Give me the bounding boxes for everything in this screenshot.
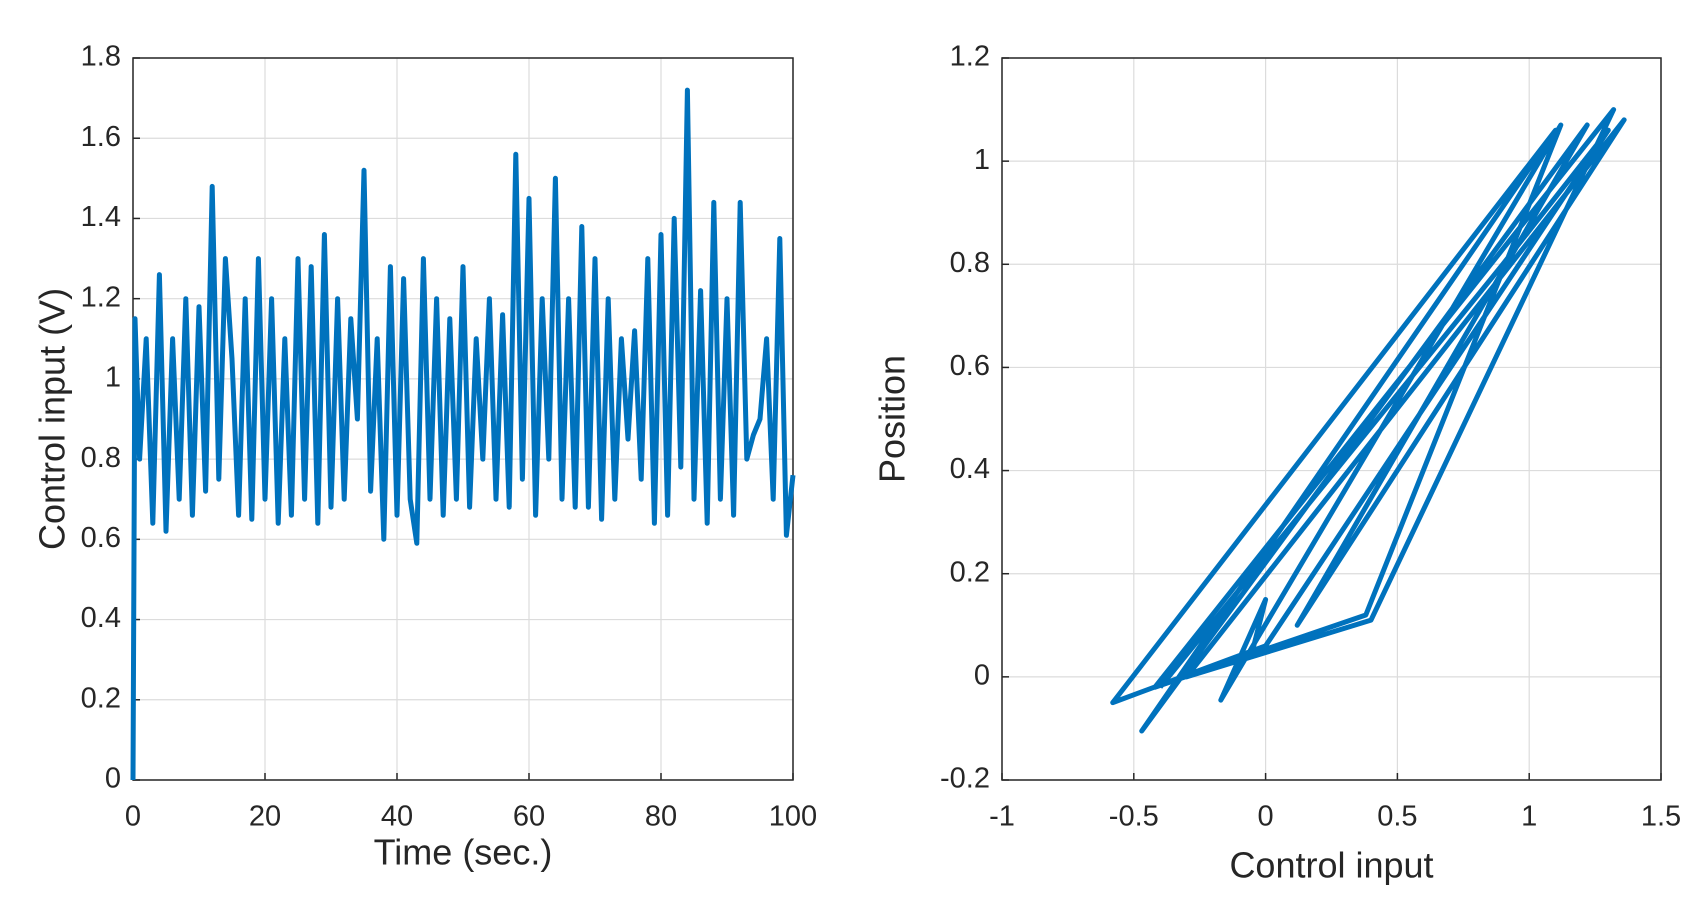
x-tick-label: 0 [1258, 801, 1274, 833]
x-tick-label: 0.5 [1377, 801, 1417, 833]
y-tick-label: 1.4 [81, 201, 121, 233]
x-tick-label: 40 [381, 801, 413, 833]
y-tick-label: 0.4 [81, 602, 121, 634]
y-tick-label: 1.6 [81, 121, 121, 153]
x-tick-label: 60 [513, 801, 545, 833]
y-tick-label: 1.2 [950, 41, 990, 73]
x-tick-label: 1.5 [1641, 801, 1681, 833]
x-tick-label: -0.5 [1109, 801, 1159, 833]
x-tick-label: -1 [989, 801, 1015, 833]
y-tick-label: 0.6 [81, 522, 121, 554]
y-axis-label: Control input (V) [32, 288, 73, 550]
y-axis-label: Position [872, 355, 913, 483]
y-tick-label: 0.8 [950, 247, 990, 279]
y-tick-label: -0.2 [940, 763, 990, 795]
y-tick-label: 0 [974, 660, 990, 692]
y-tick-label: 0.6 [950, 350, 990, 382]
x-axis-label: Time (sec.) [374, 832, 553, 873]
y-tick-label: 0.8 [81, 442, 121, 474]
y-tick-label: 0.2 [81, 682, 121, 714]
y-tick-label: 0 [105, 763, 121, 795]
y-tick-label: 1.2 [81, 281, 121, 313]
data-line [130, 87, 796, 781]
data-line [1110, 107, 1627, 734]
y-tick-label: 0.4 [950, 453, 990, 485]
x-tick-label: 100 [769, 801, 817, 833]
x-axis-label: Control input [1229, 845, 1433, 886]
x-tick-label: 1 [1521, 801, 1537, 833]
x-tick-label: 20 [249, 801, 281, 833]
y-tick-label: 0.2 [950, 556, 990, 588]
y-tick-label: 1.8 [81, 41, 121, 73]
y-tick-label: 1 [105, 362, 121, 394]
axes-box [1001, 57, 1662, 781]
y-tick-label: 1 [974, 144, 990, 176]
x-tick-label: 0 [125, 801, 141, 833]
x-tick-label: 80 [645, 801, 677, 833]
